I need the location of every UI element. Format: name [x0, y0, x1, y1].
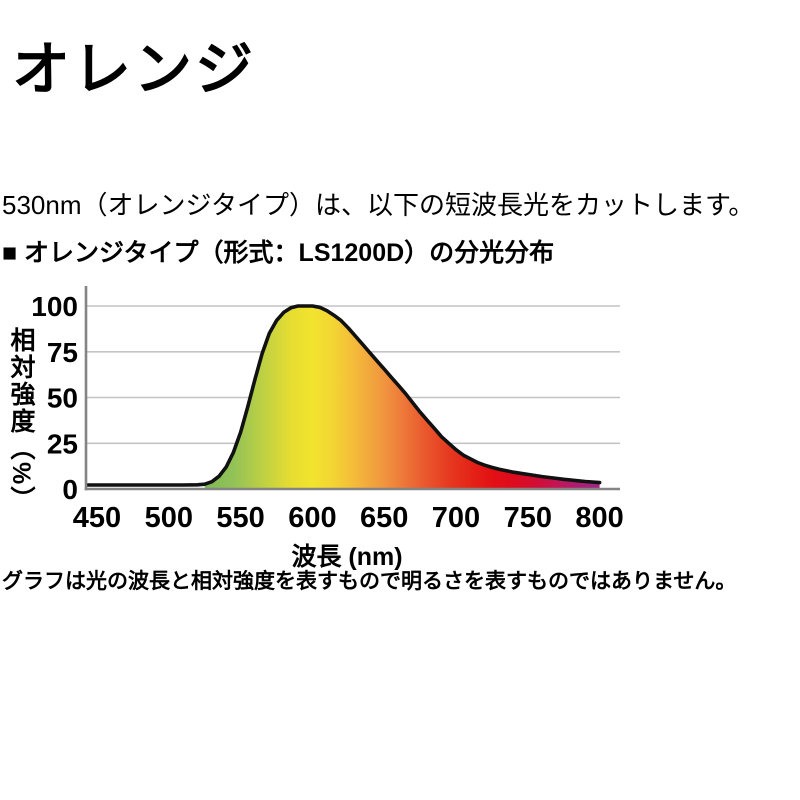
chart-heading: ■ オレンジタイプ（形式：LS1200D）の分光分布 [2, 239, 555, 267]
footnote-text: グラフは光の波長と相対強度を表すもので明るさを表すものではありません。 [2, 570, 737, 593]
y-axis-title: 相対強度（%） [7, 327, 35, 514]
x-tick-label: 450 [73, 502, 121, 534]
y-tick-label: 50 [47, 383, 78, 414]
x-tick-label: 600 [288, 502, 336, 534]
page-title: オレンジ [12, 37, 257, 102]
x-tick-label: 750 [504, 502, 552, 534]
x-tick-label: 550 [216, 502, 264, 534]
y-tick-label: 100 [31, 291, 78, 322]
x-axis-title: 波長 (nm) [291, 543, 403, 571]
spectral-chart-svg: 0 25 50 75 100 450 500 550 600 650 700 750 800 [31, 286, 624, 534]
x-tick-label: 700 [432, 502, 480, 534]
x-tick-label: 650 [360, 502, 408, 534]
spectral-curve [85, 304, 602, 487]
x-tick-label: 500 [145, 502, 193, 534]
x-tick-label: 800 [575, 502, 623, 534]
spectral-area [204, 306, 600, 488]
y-tick-label: 75 [47, 337, 78, 368]
spectral-chart: 0 25 50 75 100 450 500 550 600 650 700 750 800 [0, 280, 700, 580]
y-tick-label: 0 [62, 474, 78, 505]
y-tick-label: 25 [47, 428, 78, 459]
intro-text: 530nm（オレンジタイプ）は、以下の短波長光をカットします。 [2, 190, 755, 220]
